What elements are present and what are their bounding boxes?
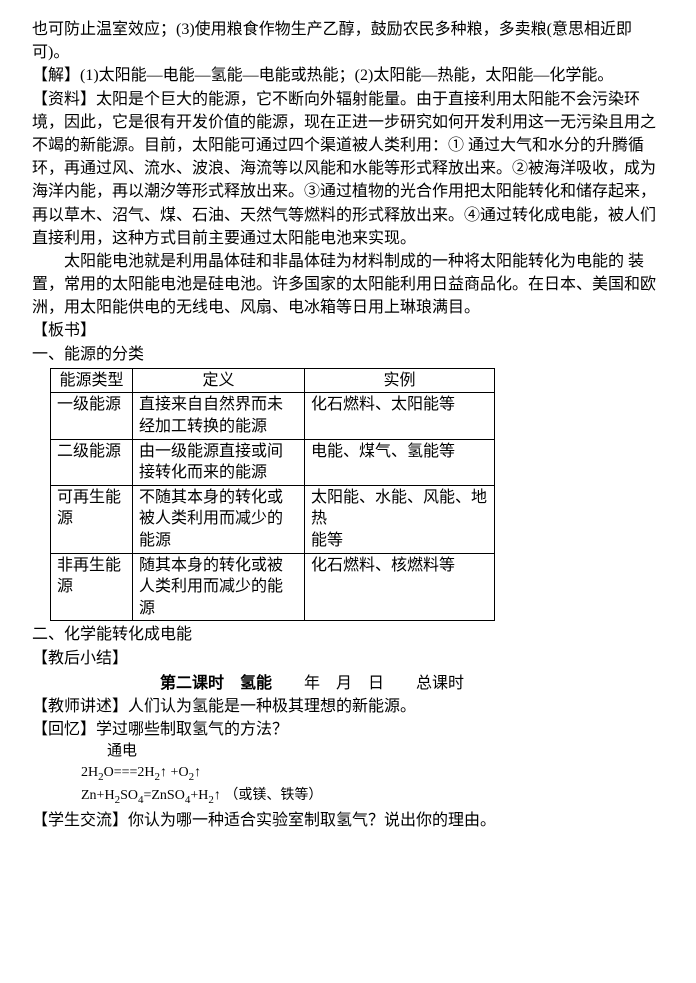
table-cell: 一级能源 (51, 393, 133, 439)
jiaohou-label: 【教后小结】 (32, 647, 664, 670)
formula-1: 2H2O===2H2↑ +O2↑ (32, 763, 664, 786)
table-row: 非再生能源 随其本身的转化或被人类利用而减少的能源 化石燃料、核燃料等 (51, 553, 495, 621)
header-cell: 能源类型 (51, 368, 133, 393)
table-row: 二级能源 由一级能源直接或间接转化而来的能源 电能、煤气、氢能等 (51, 439, 495, 485)
lesson-title-rest: 年 月 日 总课时 (272, 675, 464, 692)
table-cell: 电能、煤气、氢能等 (305, 439, 495, 485)
paragraph-2: 【解】(1)太阳能—电能—氢能—电能或热能；(2)太阳能—热能，太阳能—化学能。 (32, 64, 664, 87)
table-cell: 非再生能源 (51, 553, 133, 621)
table-cell: 不随其本身的转化或被人类利用而减少的能源 (133, 485, 305, 553)
table-row: 可再生能源 不随其本身的转化或被人类利用而减少的能源 太阳能、水能、风能、地热 … (51, 485, 495, 553)
table-cell: 化石燃料、核燃料等 (305, 553, 495, 621)
table-cell: 直接来自自然界而未经加工转换的能源 (133, 393, 305, 439)
lesson-title-line: 第二课时 氢能 年 月 日 总课时 (32, 672, 664, 695)
tongdian-label: 通电 (32, 741, 664, 763)
energy-table: 能源类型 定义 实例 一级能源 直接来自自然界而未经加工转换的能源 化石燃料、太… (50, 368, 495, 622)
table-row: 一级能源 直接来自自然界而未经加工转换的能源 化石燃料、太阳能等 (51, 393, 495, 439)
table-cell: 二级能源 (51, 439, 133, 485)
paragraph-3: 【资料】太阳是个巨大的能源，它不断向外辐射能量。由于直接利用太阳能不会污染环境，… (32, 88, 664, 250)
recall-line: 【回忆】学过哪些制取氢气的方法？ (32, 718, 664, 741)
header-cell: 实例 (305, 368, 495, 393)
table-cell: 可再生能源 (51, 485, 133, 553)
table-cell: 由一级能源直接或间接转化而来的能源 (133, 439, 305, 485)
lesson-title-bold: 第二课时 氢能 (160, 675, 272, 692)
teacher-line: 【教师讲述】人们认为氢能是一种极其理想的新能源。 (32, 695, 664, 718)
section-2-title: 二、化学能转化成电能 (32, 623, 664, 646)
table-cell: 化石燃料、太阳能等 (305, 393, 495, 439)
paragraph-1: 也可防止温室效应；(3)使用粮食作物生产乙醇，鼓励农民多种粮，多卖粮(意思相近即… (32, 18, 664, 64)
table-cell: 随其本身的转化或被人类利用而减少的能源 (133, 553, 305, 621)
paragraph-4: 太阳能电池就是利用晶体硅和非晶体硅为材料制成的一种将太阳能转化为电能的 装置，常… (32, 250, 664, 320)
section-1-title: 一、能源的分类 (32, 343, 664, 366)
table-cell: 太阳能、水能、风能、地热 能等 (305, 485, 495, 553)
formula-2: Zn+H2SO4=ZnSO4+H2↑ （或镁、铁等） (32, 786, 664, 809)
table-header-row: 能源类型 定义 实例 (51, 368, 495, 393)
banshu-label: 【板书】 (32, 319, 664, 342)
header-cell: 定义 (133, 368, 305, 393)
student-line: 【学生交流】你认为哪一种适合实验室制取氢气？说出你的理由。 (32, 809, 664, 832)
